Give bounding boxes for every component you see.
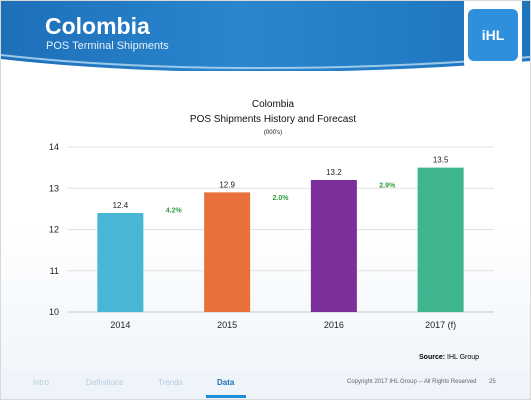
y-tick-label-12: 12 [49,225,59,235]
y-tick-label-13: 13 [49,183,59,193]
nav-trends[interactable]: Trends [158,378,183,387]
y-axis-ticks: 10 11 12 13 14 [49,142,59,317]
source-note: Source: IHL Group [419,354,479,361]
nav-data[interactable]: Data [217,378,235,387]
bar-2015 [204,192,251,312]
source-value: IHL Group [447,354,480,361]
growth-rate-label: 2.0% [273,195,290,202]
x-tick-label: 2014 [110,320,130,330]
page-title: Colombia [45,13,150,39]
nav-definitions[interactable]: Definitions [86,378,124,387]
bar-2017-f [417,167,464,312]
bars [97,167,464,312]
bar-value-label: 13.2 [326,168,342,177]
chart-title: Colombia [252,99,295,110]
nav-intro[interactable]: Intro [33,378,50,387]
chart-unit-note: (000's) [264,130,282,136]
y-tick-label-10: 10 [49,307,59,317]
x-tick-label: 2015 [217,320,237,330]
page-subtitle: POS Terminal Shipments [46,40,169,52]
copyright-text: Copyright 2017 IHL Group -- All Rights R… [347,379,477,385]
chart-subtitle: POS Shipments History and Forecast [190,114,356,125]
ihl-logo-mark: iHL [468,9,518,61]
y-tick-label-11: 11 [50,266,59,276]
nav-active-indicator [206,395,246,398]
y-tick-label-14: 14 [49,142,59,152]
bar-value-label: 12.9 [219,180,235,189]
growth-rate-label: 4.2% [166,207,183,214]
source-label: Source: [419,354,446,361]
growth-rate-label: 2.9% [379,183,396,190]
bar-value-label: 13.5 [433,156,449,165]
bar-2016 [310,180,357,312]
footer-nav: Intro Definitions Trends Data Copyright … [1,371,530,399]
page-number: 25 [489,379,496,385]
slide-header: Colombia POS Terminal Shipments iHL [1,1,530,81]
bar-value-label: 12.4 [113,201,129,210]
bar-value-labels: 12.4 12.9 13.2 13.5 [113,156,449,210]
x-tick-label: 2016 [324,320,344,330]
bar-chart: Colombia POS Shipments History and Forec… [49,99,494,330]
bar-2014 [97,213,144,312]
x-tick-label: 2017 (f) [425,320,456,330]
header-curve-decoration [1,54,530,81]
x-axis-ticks: 2014 2015 2016 2017 (f) [110,320,456,330]
ihl-logo-text: iHL [481,27,505,43]
growth-rate-labels: 4.2% 2.0% 2.9% [166,183,396,215]
ihl-logo: iHL [464,1,522,71]
